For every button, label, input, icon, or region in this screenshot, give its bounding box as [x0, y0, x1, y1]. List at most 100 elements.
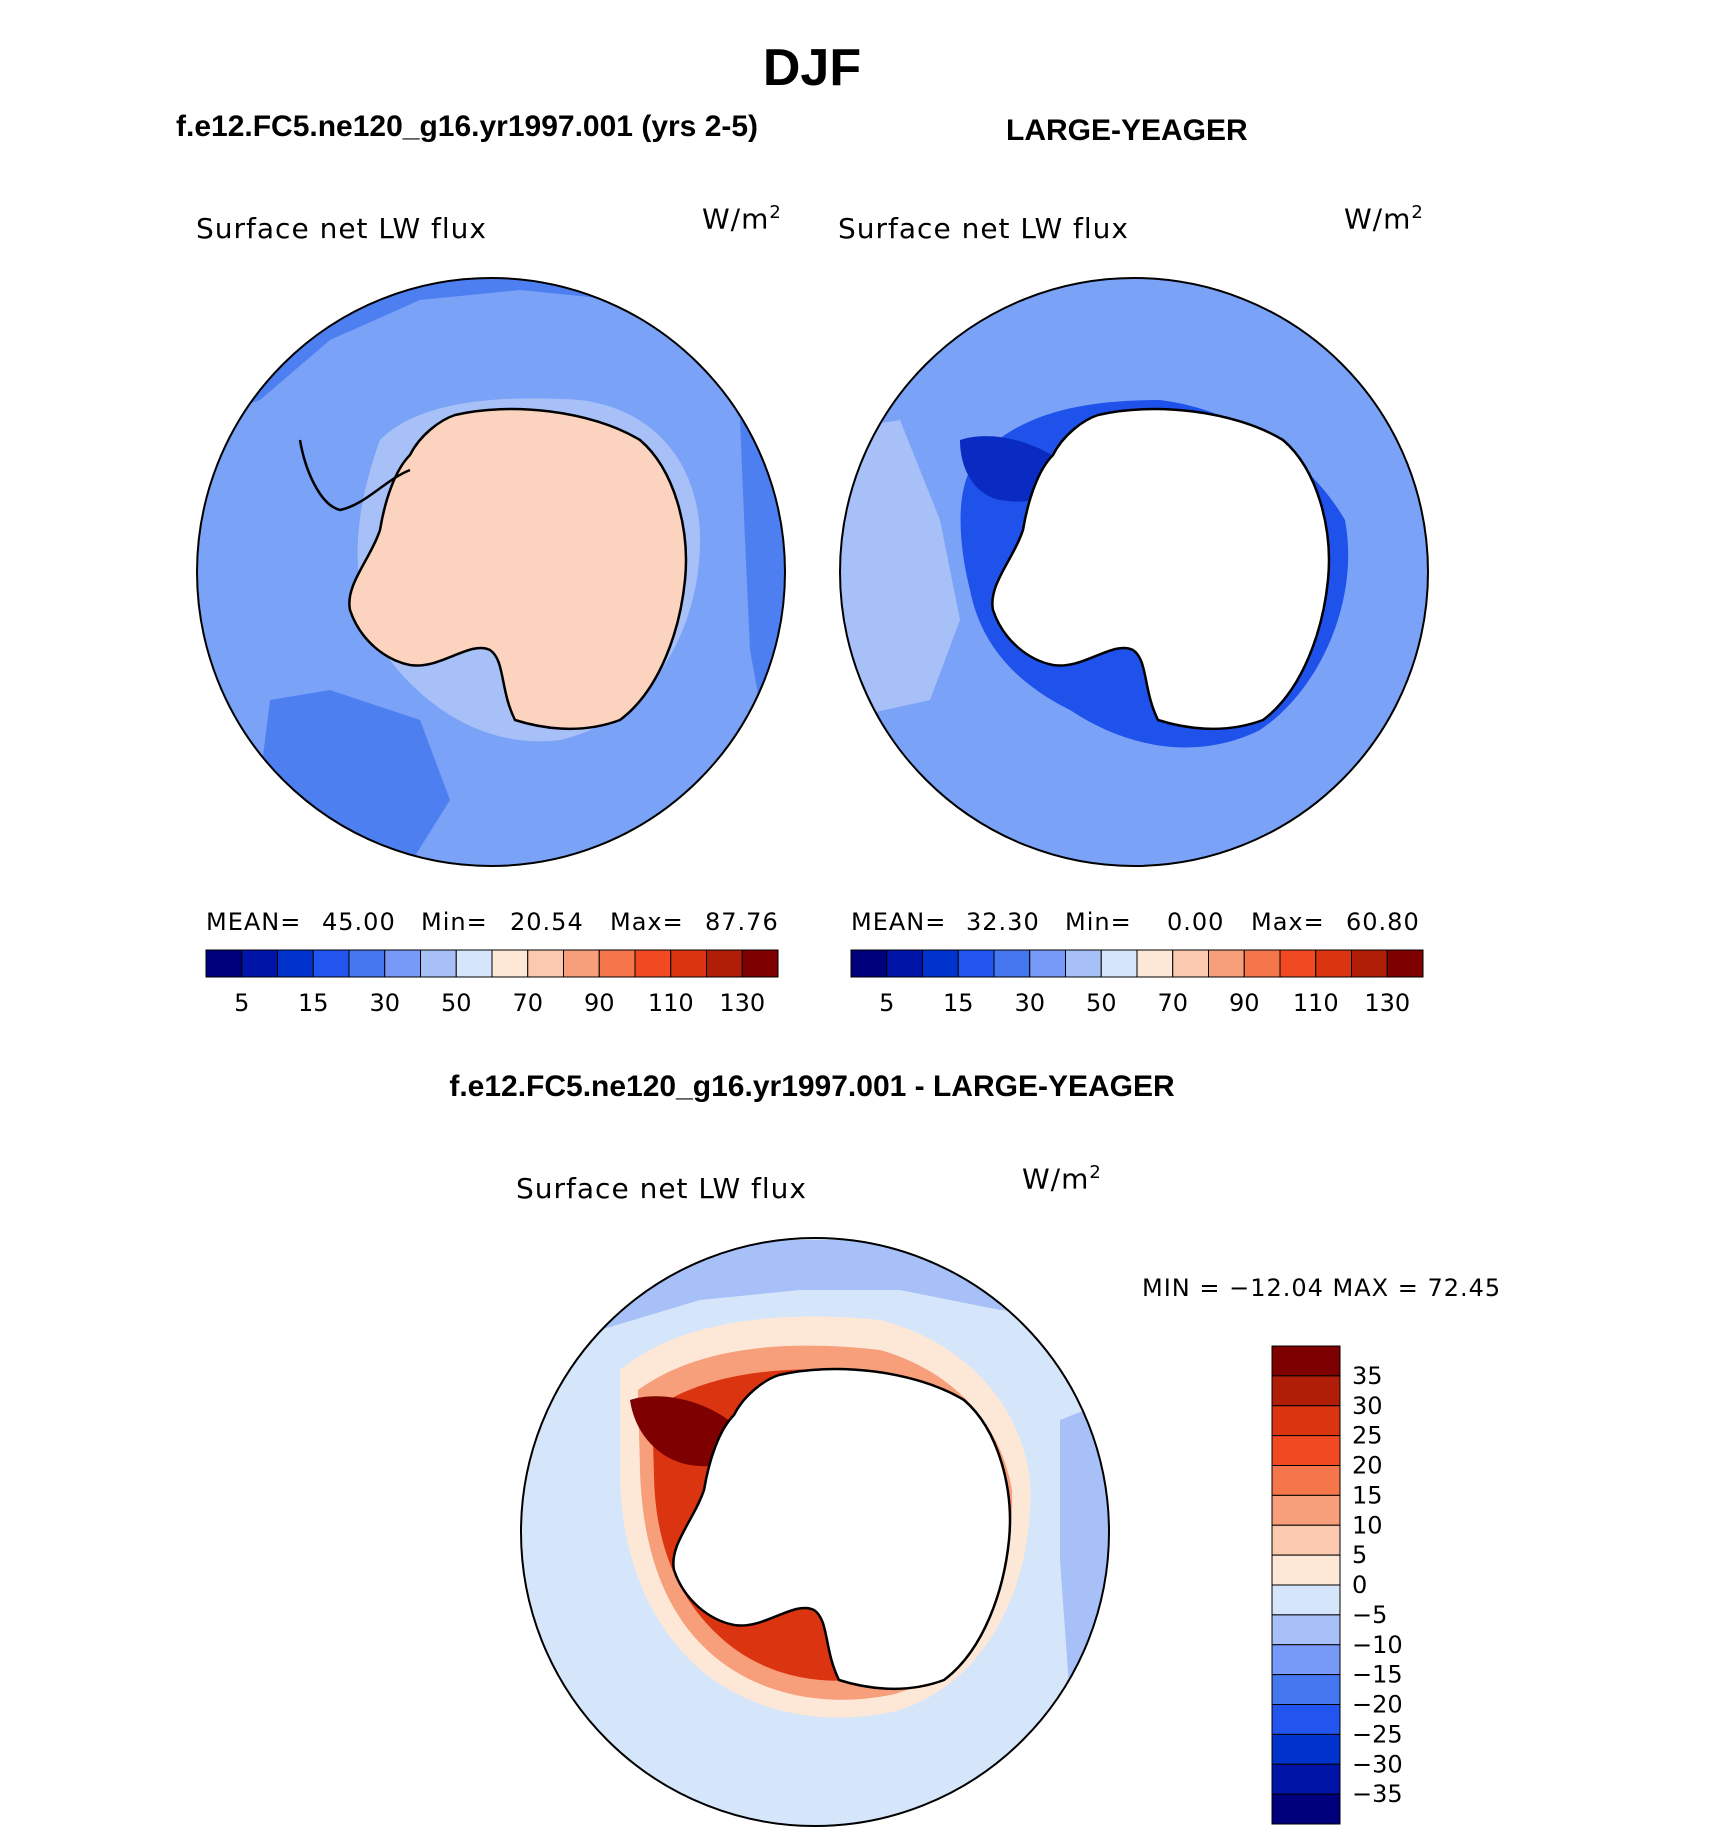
diff-colorbar-tick-label: 0: [1352, 1571, 1367, 1599]
model-colorbar-swatch: [706, 949, 743, 978]
obs-colorbar-tick-label: 70: [1157, 989, 1188, 1017]
model-panel-title: f.e12.FC5.ne120_g16.yr1997.001 (yrs 2-5): [176, 110, 759, 143]
obs-colorbar-swatch: [1279, 949, 1317, 978]
obs-mean-label: MEAN=: [851, 908, 947, 936]
diff-colorbar-swatch: [1271, 1704, 1341, 1735]
model-colorbar-swatch: [563, 949, 600, 978]
obs-colorbar-tick-label: 90: [1229, 989, 1260, 1017]
obs-colorbar-swatch: [1243, 949, 1281, 978]
obs-colorbar-swatch: [1065, 949, 1102, 978]
figure-title: DJF: [762, 39, 862, 97]
model-colorbar-swatch: [491, 949, 529, 978]
diff-colorbar-swatch: [1271, 1793, 1341, 1825]
diff-colorbar-tick-label: 10: [1352, 1511, 1383, 1539]
model-colorbar-tick-label: 110: [648, 989, 694, 1017]
model-colorbar-swatch: [741, 949, 779, 978]
model-colorbar: 5 15 30 50 70 90 110 130: [205, 949, 779, 1017]
obs-colorbar: 5 15 30 50 70 90 110 130: [850, 949, 1424, 1017]
obs-ocean-light-region-west: [840, 420, 960, 720]
obs-variable-label: Surface net LW flux: [838, 212, 1129, 245]
model-map-boundary: [196, 277, 786, 867]
diff-colorbar-swatch: [1271, 1614, 1341, 1646]
diff-colorbar-tick-label: −30: [1352, 1750, 1403, 1778]
diff-colorbar-tick-label: −35: [1352, 1780, 1403, 1808]
model-max-label: Max=: [610, 908, 684, 936]
obs-colorbar-tick-label: 5: [879, 989, 894, 1017]
obs-antarctica-land: [991, 407, 1331, 731]
model-colorbar-swatch: [241, 949, 278, 978]
obs-colorbar-swatch: [1351, 949, 1388, 978]
obs-colorbar-swatch: [1136, 949, 1174, 978]
model-colorbar-tick-label: 15: [298, 989, 329, 1017]
diff-colorbar-tick-label: 35: [1352, 1362, 1383, 1390]
model-units-label: W/m2: [702, 202, 782, 236]
model-colorbar-tick-label: 90: [584, 989, 615, 1017]
model-mean-value: 45.00: [322, 908, 396, 936]
model-antarctic-peninsula: [298, 439, 411, 512]
model-colorbar-swatch: [670, 949, 707, 978]
diff-blue-region-east: [1060, 1400, 1109, 1700]
obs-panel-title: LARGE-YEAGER: [1006, 114, 1248, 147]
model-max-value: 87.76: [705, 908, 779, 936]
diff-map-boundary: [520, 1237, 1110, 1827]
model-colorbar-tick-label: 50: [441, 989, 472, 1017]
diff-colorbar-swatch: [1271, 1524, 1341, 1556]
diff-colorbar-swatch: [1271, 1345, 1341, 1377]
model-colorbar-tick-label: 130: [719, 989, 765, 1017]
diff-panel-title: f.e12.FC5.ne120_g16.yr1997.001 - LARGE-Y…: [449, 1070, 1175, 1103]
obs-colorbar-tick-label: 130: [1364, 989, 1410, 1017]
obs-polar-map: [840, 278, 1428, 866]
diff-colorbar-tick-label: 15: [1352, 1481, 1383, 1509]
model-colorbar-tick-label: 30: [369, 989, 400, 1017]
obs-colorbar-swatch: [957, 949, 995, 978]
model-colorbar-swatch: [277, 949, 314, 978]
model-colorbar-swatch: [598, 949, 636, 978]
diff-colorbar-tick-label: −15: [1352, 1661, 1403, 1689]
obs-colorbar-tick-label: 30: [1014, 989, 1045, 1017]
model-colorbar-swatch: [420, 949, 457, 978]
diff-colorbar-tick-label: −5: [1352, 1601, 1387, 1629]
diff-colorbar-swatch: [1271, 1465, 1341, 1496]
model-colorbar-tick-label: 5: [234, 989, 249, 1017]
obs-colorbar-swatch: [922, 949, 959, 978]
obs-max-label: Max=: [1251, 908, 1325, 936]
diff-antarctica-land: [672, 1367, 1012, 1691]
obs-colorbar-swatch: [1029, 949, 1066, 978]
model-colorbar-swatch: [455, 949, 493, 978]
obs-colorbar-swatch: [1172, 949, 1209, 978]
model-colorbar-tick-label: 70: [512, 989, 543, 1017]
obs-colorbar-tick-label: 110: [1293, 989, 1339, 1017]
diff-polar-map: [521, 1238, 1109, 1826]
model-polar-map: [197, 278, 785, 866]
diff-colorbar-swatch: [1271, 1584, 1341, 1616]
obs-map-boundary: [839, 277, 1429, 867]
diff-colorbar-tick-label: −20: [1352, 1691, 1403, 1719]
model-colorbar-swatch: [205, 949, 243, 978]
model-antarctica-land: [348, 407, 688, 731]
diff-variable-label: Surface net LW flux: [516, 1172, 807, 1205]
diff-minmax-label: MIN = −12.04 MAX = 72.45: [1142, 1274, 1502, 1302]
diff-units-label: W/m2: [1022, 1162, 1102, 1196]
diff-colorbar-tick-label: 20: [1352, 1452, 1383, 1480]
obs-colorbar-swatch: [1100, 949, 1138, 978]
obs-min-label: Min=: [1065, 908, 1132, 936]
model-ocean-dark-region-east: [740, 400, 785, 760]
diff-colorbar-swatch: [1271, 1494, 1341, 1526]
obs-colorbar-swatch: [850, 949, 888, 978]
obs-colorbar-swatch: [1386, 949, 1424, 978]
model-colorbar-swatch: [634, 949, 672, 978]
model-colorbar-swatch: [348, 949, 386, 978]
diff-colorbar-swatch: [1271, 1644, 1341, 1676]
obs-colorbar-swatch: [993, 949, 1031, 978]
model-colorbar-swatch: [527, 949, 564, 978]
model-colorbar-swatch: [312, 949, 350, 978]
obs-units-label: W/m2: [1344, 202, 1424, 236]
diff-colorbar-swatch: [1271, 1375, 1341, 1407]
diff-colorbar-tick-label: 25: [1352, 1422, 1383, 1450]
obs-colorbar-swatch: [886, 949, 923, 978]
obs-colorbar-tick-label: 50: [1086, 989, 1117, 1017]
model-colorbar-swatch: [384, 949, 421, 978]
diff-colorbar-tick-label: 30: [1352, 1392, 1383, 1420]
